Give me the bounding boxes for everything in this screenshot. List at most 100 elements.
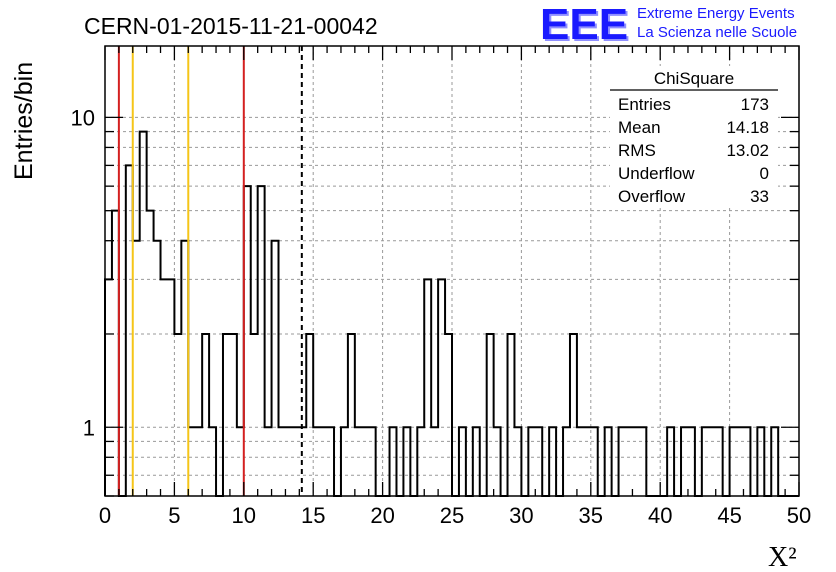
histogram-outline [104, 130, 799, 497]
histogram-bin [223, 334, 230, 496]
histogram-bin [528, 427, 535, 496]
x-tick-label: 20 [370, 503, 394, 528]
histogram-bin [549, 427, 556, 496]
histogram-bin [348, 334, 355, 496]
histogram-bin [237, 427, 244, 496]
histogram-bin [494, 427, 501, 496]
histogram-bin [771, 427, 778, 496]
histogram-bin [417, 427, 424, 496]
histogram-bin [619, 427, 626, 496]
histogram-bin [681, 427, 688, 496]
x-tick-label: 50 [787, 503, 811, 528]
histogram-bin [195, 427, 202, 496]
histogram-bin [737, 427, 744, 496]
stats-label-mean: Mean [618, 118, 661, 137]
histogram-bin [154, 241, 161, 496]
histogram-bin [577, 427, 584, 496]
histogram-bin [105, 279, 112, 496]
histogram-bin [188, 427, 195, 496]
histogram-bin [591, 427, 598, 496]
histogram-bin [327, 427, 334, 496]
histogram-bin [306, 334, 313, 496]
stats-value-rms: 13.02 [726, 141, 769, 160]
histogram-bin [632, 427, 639, 496]
axes: 0 5 10 15 20 25 30 35 40 45 50 1 10 [71, 45, 811, 528]
x-tick-label: 30 [509, 503, 533, 528]
histogram-bin [140, 132, 147, 496]
histogram-bin [535, 427, 542, 496]
histogram-bin [390, 427, 397, 496]
histogram-bin [369, 427, 376, 496]
histogram-bin [702, 427, 709, 496]
histogram-bin [174, 334, 181, 496]
histogram-bin [181, 241, 188, 496]
histogram-bin [688, 427, 695, 496]
stats-label-rms: RMS [618, 141, 656, 160]
histogram-bin [639, 427, 646, 496]
histogram-bin [459, 427, 466, 496]
histogram-bin [112, 211, 119, 496]
stats-label-underflow: Underflow [618, 164, 695, 183]
histogram-bin [431, 427, 438, 496]
histogram-bin [605, 427, 612, 496]
x-tick-label: 15 [301, 503, 325, 528]
histogram-bin [279, 427, 286, 496]
x-tick-label: 0 [99, 503, 111, 528]
histogram-bin [126, 165, 133, 496]
histogram-bin [424, 279, 431, 496]
histogram-bin [709, 427, 716, 496]
stats-value-underflow: 0 [760, 164, 769, 183]
histogram-bin [508, 334, 515, 496]
histogram-bin [161, 279, 168, 496]
y-axis-label: Entries/bin [10, 62, 38, 180]
histogram-bin [626, 427, 633, 496]
histogram-bin [258, 186, 265, 496]
histogram-bin [445, 334, 452, 496]
histogram-bin [487, 334, 494, 496]
x-tick-label: 35 [579, 503, 603, 528]
histogram-bin [202, 334, 209, 496]
stats-box-background [610, 66, 778, 206]
histogram-bin [272, 241, 279, 496]
logo-letters-shadow: EEE [542, 2, 630, 51]
histogram-bin [716, 427, 723, 496]
chart-title: CERN-01-2015-11-21-00042 [84, 13, 378, 39]
x-tick-label: 10 [232, 503, 256, 528]
histogram-bin [743, 427, 750, 496]
histogram-bin [570, 334, 577, 496]
histogram-bin [473, 427, 480, 496]
histogram-bin [313, 427, 320, 496]
histogram-bin [341, 427, 348, 496]
histogram-bin [667, 427, 674, 496]
histogram-bin [757, 427, 764, 496]
stats-value-overflow: 33 [750, 187, 769, 206]
histogram-bin [438, 279, 445, 496]
logo-line-2: La Scienza nelle Scuole [637, 24, 797, 41]
x-tick-label: 25 [440, 503, 464, 528]
stats-value-entries: 173 [741, 95, 769, 114]
x-tick-label: 40 [648, 503, 672, 528]
reference-lines [117, 46, 303, 496]
histogram-bin [355, 427, 362, 496]
histogram-bin [292, 427, 299, 496]
histogram-bin [514, 427, 521, 496]
logo-letters: EEE [540, 0, 628, 49]
histogram-bin [209, 427, 216, 496]
x-axis-label: X² [768, 542, 797, 572]
histogram-bin [251, 334, 258, 496]
logo-line-1: Extreme Energy Events [637, 5, 795, 22]
histogram-bin [265, 427, 272, 496]
y-tick-label: 1 [83, 415, 95, 440]
histogram-bin [230, 334, 237, 496]
histogram [104, 130, 799, 497]
histogram-bin [320, 427, 327, 496]
histogram-bin [147, 211, 154, 496]
y-tick-label: 10 [71, 105, 95, 130]
stats-label-entries: Entries [618, 95, 671, 114]
stats-box-title: ChiSquare [654, 69, 734, 88]
histogram-bin [133, 241, 140, 496]
eee-logo: EEE EEE Extreme Energy Events La Scienza… [540, 0, 797, 51]
histogram-bin [362, 427, 369, 496]
histogram-bin [167, 279, 174, 496]
